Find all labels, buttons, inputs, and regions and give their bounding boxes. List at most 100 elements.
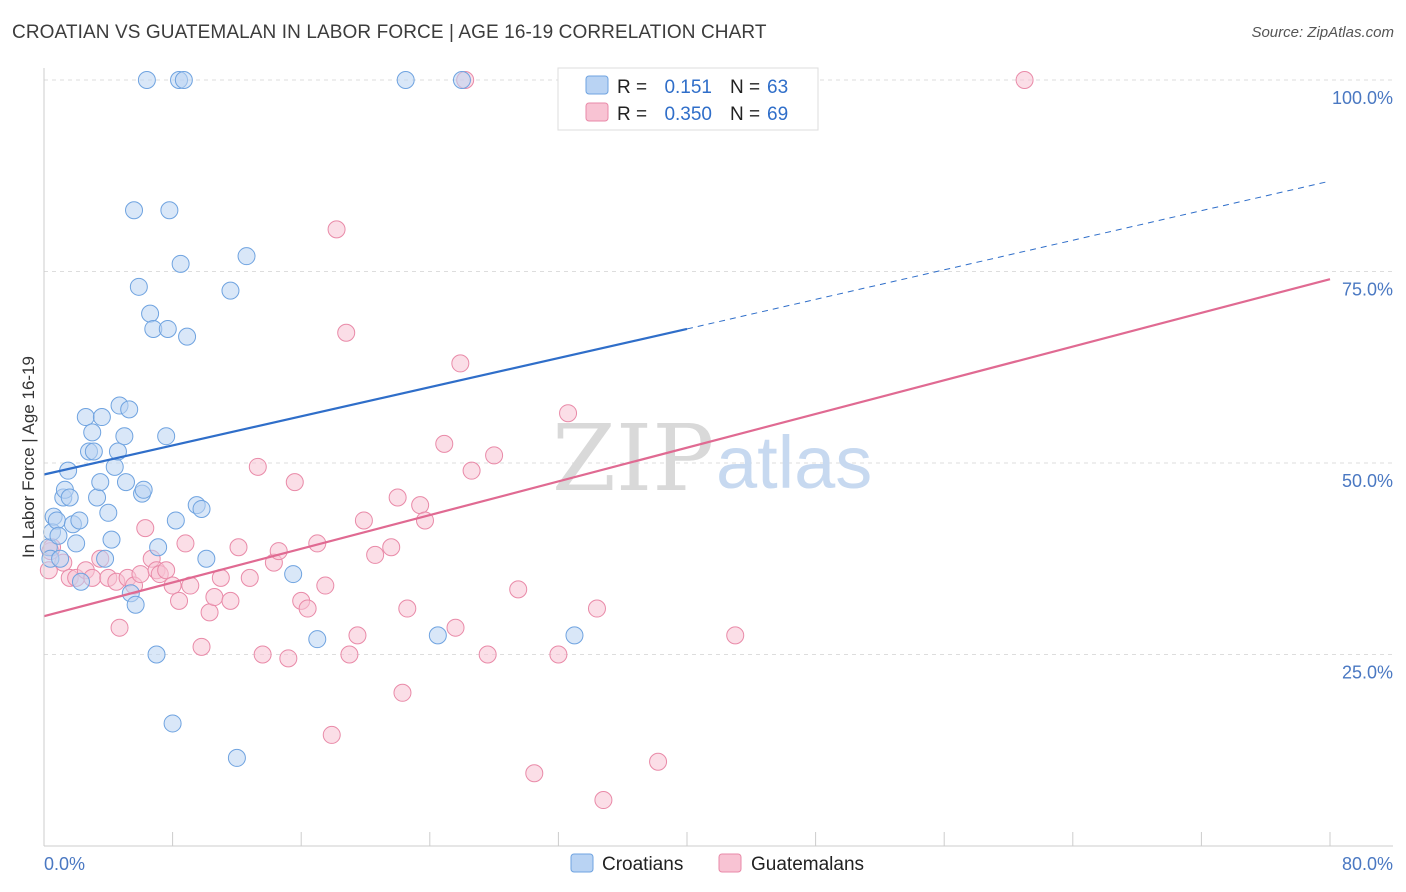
guatemalan-point [229, 538, 248, 557]
croatian-point [428, 626, 447, 645]
croatian-point [76, 408, 95, 427]
croatian-point [134, 480, 153, 499]
x-tick-marks [43, 832, 1331, 846]
croatians-swatch [570, 853, 594, 873]
guatemalan-r-value: 0.350 [664, 104, 712, 125]
croatian-point [158, 319, 177, 338]
croatian-point [102, 530, 121, 549]
croatian-n-value: 63 [767, 77, 788, 98]
croatian-point [120, 400, 139, 419]
croatian-point [129, 277, 148, 296]
chart-title: CROATIAN VS GUATEMALAN IN LABOR FORCE | … [12, 22, 767, 43]
croatian-trendline-extension [686, 180, 1331, 330]
croatian-point [192, 499, 211, 518]
croatians-legend-label: Croatians [602, 854, 683, 875]
guatemalans-legend-label: Guatemalans [751, 854, 864, 875]
guatemalan-point [726, 626, 745, 645]
croatian-point [174, 71, 193, 89]
croatian-points [39, 71, 584, 767]
croatian-point [51, 549, 70, 568]
gridlines [44, 79, 1393, 655]
guatemalan-point [446, 618, 465, 637]
croatian-point [157, 427, 176, 446]
guatemalan-point [509, 580, 528, 599]
guatemalan-point [382, 538, 401, 557]
croatian-point [137, 71, 156, 89]
croatian-point [49, 526, 68, 545]
guatemalan-point [200, 603, 219, 622]
guatemalan-point [221, 591, 240, 610]
guatemalan-point [411, 496, 430, 515]
guatemalan-point [327, 220, 346, 239]
guatemalan-point [192, 637, 211, 656]
guatemalan-point [285, 473, 304, 492]
guatemalan-point [298, 599, 317, 618]
croatian-point [396, 71, 415, 89]
guatemalan-point [110, 618, 129, 637]
guatemalan-point [240, 568, 259, 587]
guatemalan-legend-swatch [585, 102, 609, 122]
guatemalan-point [1015, 71, 1034, 89]
croatian-point [83, 423, 102, 442]
guatemalan-point [322, 725, 341, 744]
croatian-point [308, 630, 327, 649]
croatian-point [452, 71, 471, 89]
croatian-point [147, 645, 166, 664]
guatemalan-point [398, 599, 417, 618]
guatemalan-r-label: R = [617, 104, 647, 125]
guatemalan-point [366, 545, 385, 564]
croatian-point [99, 503, 118, 522]
guatemalan-point [131, 565, 150, 584]
croatian-point [116, 473, 135, 492]
y-tick-labels: 25.0% 50.0% 75.0% 100.0% [1332, 88, 1393, 683]
croatian-point [71, 572, 90, 591]
guatemalan-point [340, 645, 359, 664]
stats-legend: R = 0.151 N = 63 R = 0.350 N = 69 [557, 67, 819, 131]
croatian-point [171, 254, 190, 273]
y-tick-label-50: 50.0% [1342, 471, 1393, 491]
guatemalan-point [279, 649, 298, 668]
guatemalan-point [549, 645, 568, 664]
croatian-point [166, 511, 185, 530]
guatemalan-point [316, 576, 335, 595]
guatemalan-point [163, 576, 182, 595]
croatian-point [284, 565, 303, 584]
guatemalan-point [157, 561, 176, 580]
y-tick-label-100: 100.0% [1332, 88, 1393, 108]
croatian-point [47, 511, 66, 530]
x-tick-label-min: 0.0% [44, 854, 85, 874]
guatemalan-n-label: N = [730, 104, 760, 125]
croatian-trendline [43, 327, 688, 476]
croatian-point [88, 488, 107, 507]
trendlines [43, 180, 1331, 618]
croatian-point [67, 534, 86, 553]
watermark-atlas: atlas [716, 421, 872, 504]
source-label: Source: ZipAtlas.com [1251, 24, 1394, 41]
croatian-point [141, 304, 160, 323]
guatemalan-point [594, 791, 613, 810]
guatemalan-trendline [43, 278, 1331, 618]
guatemalans-swatch [718, 853, 742, 873]
croatian-point [70, 511, 89, 530]
y-tick-label-25: 25.0% [1342, 663, 1393, 683]
croatian-point [126, 595, 145, 614]
guatemalan-point [176, 534, 195, 553]
croatian-point [237, 247, 256, 266]
croatian-point [96, 549, 115, 568]
guatemalan-point [170, 591, 189, 610]
croatian-point [160, 201, 179, 220]
croatian-point [149, 538, 168, 557]
croatian-point [565, 626, 584, 645]
guatemalan-point [649, 752, 668, 771]
guatemalan-points [39, 71, 1034, 810]
croatian-legend-swatch [585, 75, 609, 95]
guatemalan-point [248, 457, 267, 476]
croatian-point [125, 201, 144, 220]
croatian-r-value: 0.151 [664, 77, 712, 98]
croatian-point [227, 748, 246, 767]
croatian-point [92, 408, 111, 427]
guatemalan-point [478, 645, 497, 664]
series-legend: Croatians Guatemalans [570, 853, 864, 875]
guatemalan-point [136, 519, 155, 538]
